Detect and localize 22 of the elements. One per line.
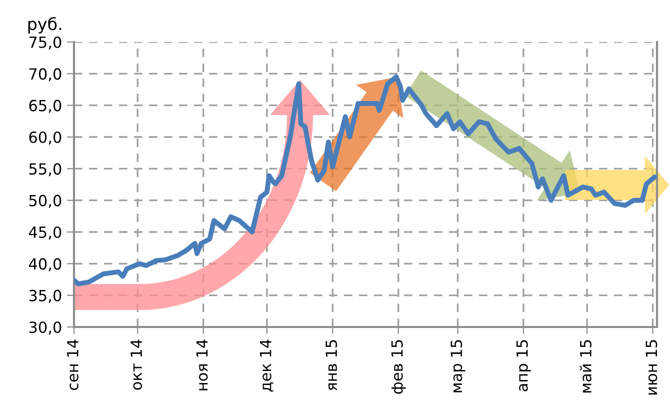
line-series bbox=[74, 74, 657, 286]
y-tick-label: 55,0 bbox=[29, 163, 62, 176]
y-tick-label: 75,0 bbox=[29, 36, 62, 50]
y-tick-label: 60,0 bbox=[29, 131, 62, 145]
y-tick-label: 70,0 bbox=[29, 68, 62, 82]
x-tick-label: мар 15 bbox=[450, 340, 466, 392]
y-tick-label: 45,0 bbox=[28, 226, 62, 240]
y-axis-title: руб. bbox=[28, 17, 62, 34]
y-tick-label: 50,0 bbox=[29, 194, 62, 208]
x-tick-label: фев 15 bbox=[391, 340, 406, 394]
x-tick-label: дек 14 bbox=[260, 340, 274, 392]
x-tick-label: янв 15 bbox=[326, 340, 338, 390]
x-tick-label: июн 15 bbox=[646, 340, 658, 394]
y-tick-label: 40,0 bbox=[28, 258, 62, 272]
x-tick-label: сен 14 bbox=[67, 340, 78, 390]
x-tick-label: ноя 14 bbox=[196, 340, 208, 390]
x-tick-label: май 15 bbox=[580, 340, 592, 393]
y-tick-label: 65,0 bbox=[29, 100, 62, 113]
x-tick-label: окт 14 bbox=[130, 340, 142, 390]
x-tick-label: апр 15 bbox=[516, 340, 531, 392]
y-tick-label: 35,0 bbox=[29, 290, 62, 303]
y-tick-label: 30,0 bbox=[29, 321, 62, 335]
